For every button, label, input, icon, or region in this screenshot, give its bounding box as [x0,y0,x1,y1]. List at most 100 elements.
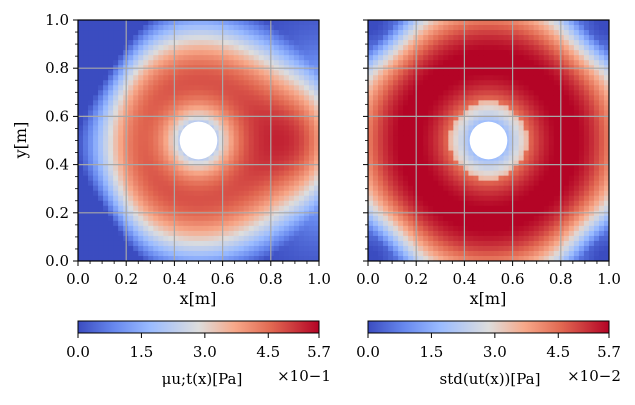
heatmap-cell [93,155,99,162]
heatmap-cell [548,30,555,36]
heatmap-cell [503,230,510,237]
heatmap-cell [433,105,439,111]
heatmap-cell [373,155,379,162]
heatmap-cell [103,165,109,172]
heatmap-cell [268,110,275,116]
heatmap-cell [173,115,180,122]
heatmap-cell [458,235,464,242]
heatmap-cell [108,150,114,157]
heatmap-cell [243,55,250,61]
heatmap-cell [238,245,245,252]
heatmap-cell [583,160,590,167]
heatmap-cell [398,220,404,227]
heatmap-cell [268,200,275,207]
heatmap-cell [603,25,609,31]
heatmap-cell [193,185,200,192]
heatmap-cell [148,210,154,217]
heatmap-cell [573,105,580,111]
heatmap-cell [138,210,144,217]
heatmap-cell [548,75,555,81]
heatmap-cell [563,45,570,51]
heatmap-cell [468,230,475,237]
heatmap-cell [258,55,265,61]
heatmap-cell [388,155,394,162]
heatmap-cell [403,100,409,106]
heatmap-cell [433,145,439,152]
heatmap-cell [223,205,230,212]
heatmap-cell [478,30,485,36]
heatmap-cell [378,195,384,202]
heatmap-cell [568,150,575,157]
heatmap-cell [143,45,149,51]
heatmap-cell [243,115,250,122]
heatmap-cell [303,120,310,127]
heatmap-cell [203,95,210,101]
heatmap-cell [483,85,490,91]
heatmap-cell [128,240,134,247]
heatmap-cell [453,70,459,76]
heatmap-cell [433,35,439,41]
heatmap-cell [83,135,89,142]
heatmap-cell [118,30,124,36]
heatmap-cell [598,120,605,127]
heatmap-cell [263,25,270,31]
heatmap-cell [283,205,290,212]
heatmap-cell [173,195,180,202]
heatmap-cell [518,90,525,96]
heatmap-cell [253,200,260,207]
heatmap-cell [288,140,295,147]
heatmap-cell [508,160,515,167]
heatmap-cell [403,60,409,66]
heatmap-cell [573,240,580,247]
heatmap-cell [168,85,174,91]
heatmap-cell [178,145,185,152]
heatmap-cell [578,205,585,212]
heatmap-cell [153,60,159,66]
y-tick-label: 0.2 [45,204,69,222]
heatmap-cell [228,215,235,222]
heatmap-cell [423,90,429,96]
heatmap-cell [158,145,164,152]
heatmap-cell [428,80,434,86]
heatmap-cell [133,105,139,111]
heatmap-cell [108,110,114,116]
heatmap-cell [228,255,235,261]
heatmap-cell [313,85,319,91]
heatmap-cell [228,80,235,86]
heatmap-cell [278,90,285,96]
heatmap-cell [308,175,315,182]
heatmap-cell [103,70,109,76]
heatmap-cell [218,190,225,197]
heatmap-cell [133,145,139,152]
heatmap-cell [428,165,434,172]
heatmap-cell [153,100,159,106]
heatmap-cell [298,255,305,261]
heatmap-cell [98,185,104,192]
heatmap-cell [153,130,159,137]
heatmap-cell [183,225,190,232]
heatmap-cell [378,115,384,122]
heatmap-cell [258,115,265,122]
heatmap-cell [543,55,550,61]
heatmap-cell [178,215,185,222]
heatmap-cell [238,55,245,61]
heatmap-cell [483,220,490,227]
heatmap-cell [598,25,605,31]
heatmap-cell [573,110,580,116]
heatmap-cell [543,110,550,116]
heatmap-cell [448,160,454,167]
heatmap-cell [388,55,394,61]
heatmap-cell [508,120,515,127]
heatmap-cell [598,45,605,51]
heatmap-cell [468,200,475,207]
heatmap-cell [128,80,134,86]
heatmap-cell [573,100,580,106]
heatmap-cell [278,120,285,127]
heatmap-cell [423,150,429,157]
heatmap-cell [593,240,600,247]
heatmap-cell [578,45,585,51]
heatmap-cell [403,40,409,46]
heatmap-cell [478,215,485,222]
heatmap-cell [373,225,379,232]
heatmap-cell [148,90,154,96]
